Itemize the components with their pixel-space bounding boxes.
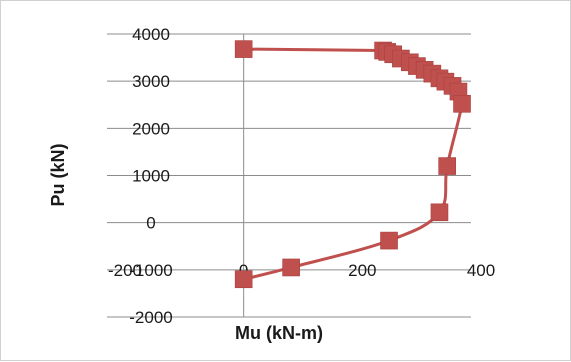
data-point-marker (438, 157, 456, 175)
y-axis-title: Pu (kN) (48, 143, 68, 206)
data-point-marker (282, 258, 300, 277)
y-tick-label: 3000 (132, 72, 170, 91)
x-tick-label: 200 (348, 261, 376, 280)
y-tick-label: -1000 (129, 261, 172, 280)
data-point-marker (380, 231, 398, 250)
data-point-marker (234, 40, 253, 58)
x-tick-label: -200 (108, 261, 142, 280)
data-point-marker (430, 203, 449, 222)
y-tick-label: 2000 (132, 119, 170, 138)
x-tick-label: 0 (239, 261, 248, 280)
gridlines (107, 33, 471, 318)
series-line (243, 47, 465, 281)
y-tick-label: 0 (146, 214, 155, 233)
y-tick-label: 4000 (132, 25, 170, 44)
y-tick-label: -2000 (129, 308, 172, 327)
data-point-marker (234, 270, 253, 289)
x-tick-label: 400 (467, 261, 495, 280)
y-tick-label: 1000 (132, 167, 170, 186)
x-axis-title: Mu (kN-m) (235, 323, 323, 343)
data-series (234, 40, 471, 289)
data-point-marker (453, 95, 471, 113)
